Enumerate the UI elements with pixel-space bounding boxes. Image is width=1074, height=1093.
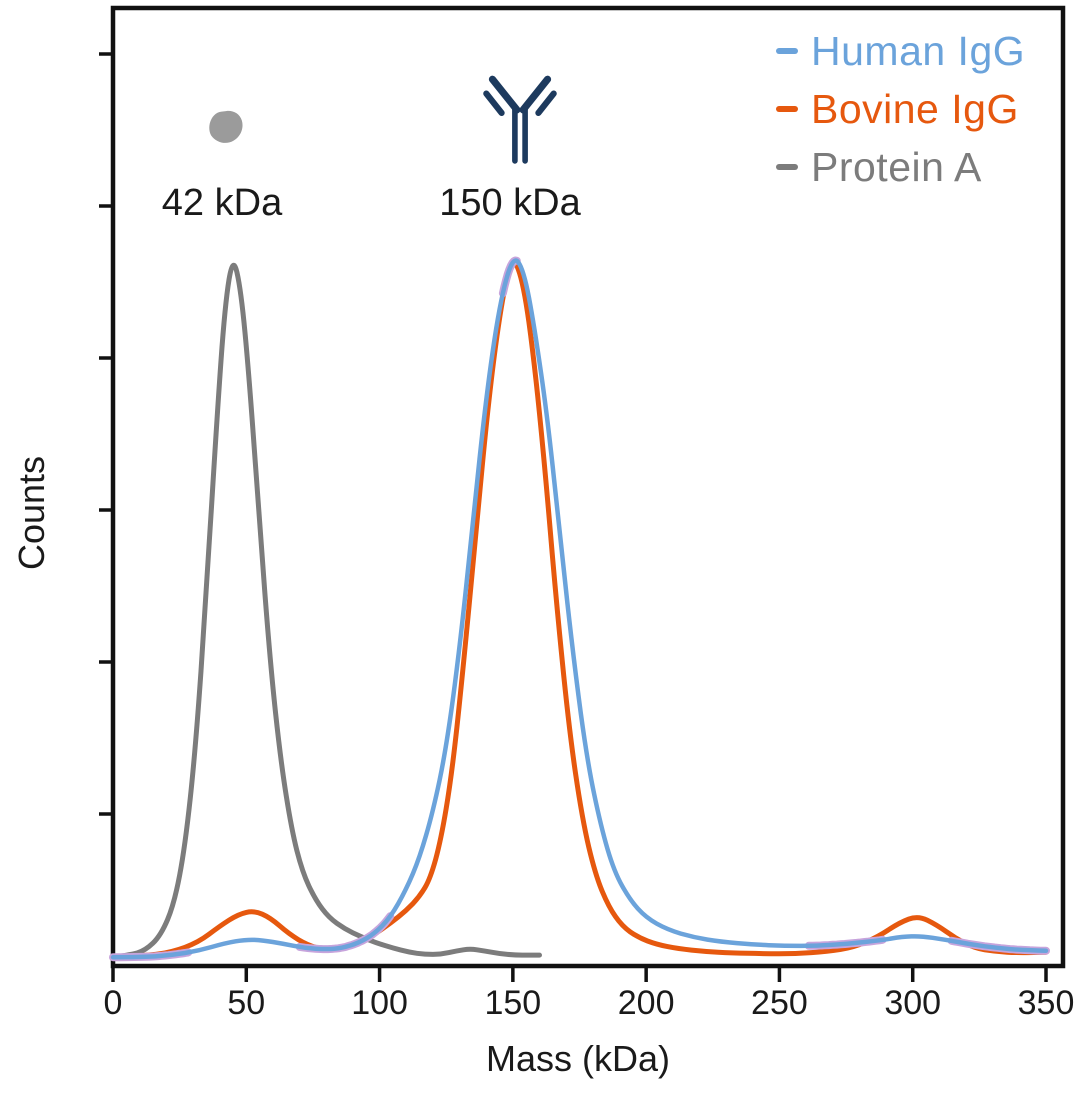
legend-item-protein-a: Protein A <box>776 138 1025 196</box>
x-tick-label: 0 <box>103 984 123 1022</box>
x-tick-label: 50 <box>227 984 266 1022</box>
legend-line-swatch-protein-a <box>776 164 798 170</box>
legend-label-human-igg: Human IgG <box>811 27 1026 74</box>
legend-item-human-igg: Human IgG <box>776 22 1025 80</box>
x-axis-label: Mass (kDa) <box>485 1038 671 1079</box>
x-tick-label: 350 <box>1017 984 1074 1022</box>
y-axis-label: Counts <box>11 455 52 571</box>
annotation-42kda-label: 42 kDa <box>161 182 283 224</box>
x-tick-label: 100 <box>351 984 408 1022</box>
x-tick-label: 250 <box>751 984 808 1022</box>
legend-line-swatch-bovine-igg <box>776 106 798 112</box>
legend-label-protein-a: Protein A <box>811 143 982 190</box>
antibody-icon <box>483 75 557 164</box>
legend-label-bovine-igg: Bovine IgG <box>811 85 1019 132</box>
x-tick-label: 300 <box>884 984 942 1022</box>
protein-a-blob-icon <box>209 110 243 143</box>
legend: Human IgG Bovine IgG Protein A <box>776 22 1025 196</box>
x-tick-label: 150 <box>484 984 542 1022</box>
x-tick-label: 200 <box>617 984 675 1022</box>
annotation-150kda-label: 150 kDa <box>439 182 581 224</box>
legend-line-swatch-human-igg <box>776 48 798 54</box>
legend-item-bovine-igg: Bovine IgG <box>776 80 1025 138</box>
